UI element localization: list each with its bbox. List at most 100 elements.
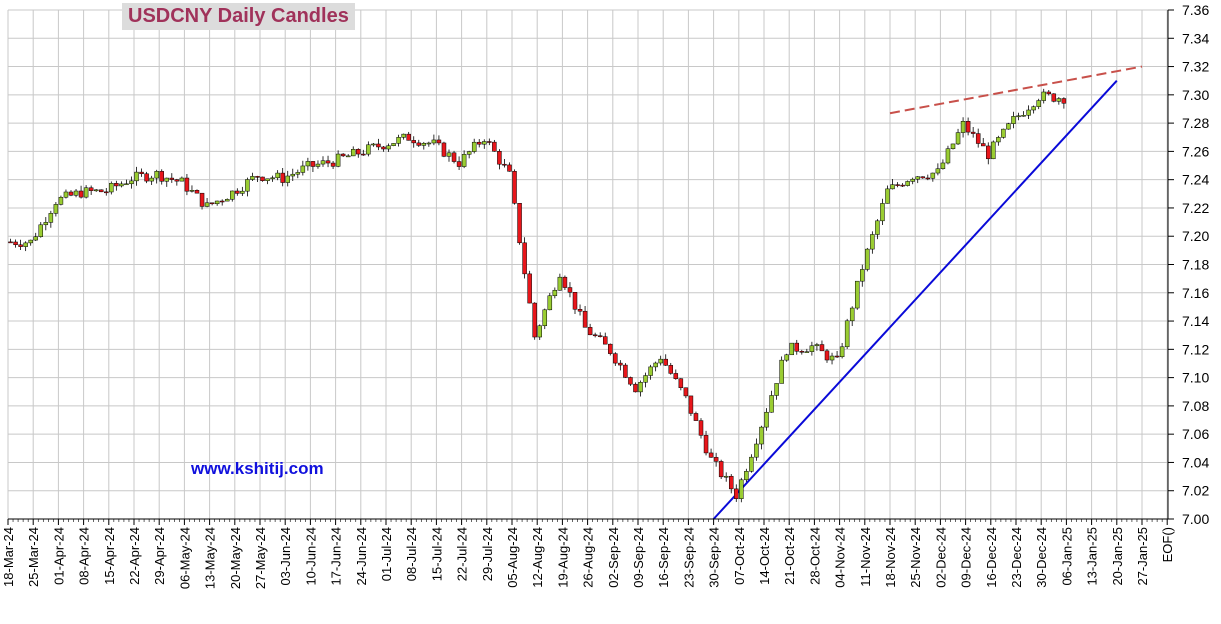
- candle-body: [854, 280, 860, 309]
- candle-body: [235, 190, 240, 194]
- y-tick-label: 7.20: [1182, 228, 1209, 244]
- candle-body: [330, 162, 336, 167]
- x-tick-label: EOF(): [1160, 527, 1175, 562]
- candle-body: [582, 310, 588, 328]
- candle-body: [260, 176, 265, 181]
- y-tick-label: 7.10: [1182, 370, 1209, 386]
- candle-body: [1046, 91, 1052, 95]
- chart-title: USDCNY Daily Candles: [122, 3, 355, 30]
- x-tick-label: 18-Nov-24: [883, 527, 898, 588]
- candle-body: [270, 177, 275, 180]
- y-tick-label: 7.22: [1182, 200, 1209, 216]
- x-tick-label: 01-Apr-24: [51, 527, 66, 585]
- support-trendline: [712, 80, 1118, 520]
- x-tick-label: 03-Jun-24: [278, 527, 293, 586]
- candle-body: [446, 152, 452, 157]
- candle-body: [739, 479, 744, 499]
- candle-body: [482, 141, 487, 145]
- x-tick-label: 24-Jun-24: [354, 527, 369, 586]
- candle-body: [431, 139, 437, 144]
- candle-body: [189, 190, 195, 192]
- candle-body: [643, 375, 648, 383]
- candle-body: [567, 287, 573, 293]
- candle-body: [179, 177, 185, 182]
- x-tick-label: 13-Jan-25: [1085, 527, 1100, 586]
- y-tick-label: 7.32: [1182, 59, 1209, 75]
- axis-layer: 18-Mar-24 25-Mar-24 01-Apr-24 08-Apr-24 15-A…: [1, 2, 1209, 589]
- candle-body: [73, 190, 79, 196]
- candle-body: [1006, 123, 1011, 130]
- candle-body: [965, 121, 971, 133]
- candle-body: [366, 144, 371, 155]
- candle-body: [350, 149, 356, 157]
- x-tick-label: 27-May-24: [253, 527, 268, 589]
- candle-body: [779, 359, 784, 384]
- candle-body: [940, 162, 946, 169]
- candle-body: [1026, 109, 1031, 116]
- candle-body: [623, 364, 628, 378]
- candle-body: [658, 358, 663, 364]
- candle-body: [1011, 116, 1016, 124]
- candle-body: [693, 413, 699, 421]
- y-tick-label: 7.26: [1182, 143, 1209, 159]
- x-tick-label: 29-Apr-24: [152, 527, 167, 585]
- candle-body: [688, 395, 694, 414]
- candle-body: [58, 196, 64, 205]
- candle-body: [487, 141, 492, 143]
- candle-body: [1051, 93, 1057, 102]
- x-tick-label: 09-Sep-24: [631, 527, 646, 588]
- y-tick-label: 7.14: [1182, 313, 1209, 329]
- x-tick-label: 23-Dec-24: [1009, 527, 1024, 588]
- x-tick-label: 30-Dec-24: [1034, 527, 1049, 588]
- candle-body: [875, 220, 880, 235]
- candle-body: [476, 141, 482, 145]
- candle-body: [799, 351, 805, 353]
- x-tick-label: 02-Sep-24: [606, 527, 621, 588]
- candle-body: [920, 176, 926, 179]
- candle-body: [265, 178, 270, 181]
- x-tick-label: 04-Nov-24: [833, 527, 848, 588]
- candle-body: [315, 163, 321, 167]
- candle-body: [1041, 91, 1046, 101]
- y-tick-label: 7.00: [1182, 511, 1209, 527]
- x-tick-label: 06-May-24: [177, 527, 192, 589]
- candle-body: [174, 179, 180, 182]
- candle-body: [910, 178, 915, 182]
- candle-body: [744, 471, 749, 481]
- candle-body: [391, 143, 396, 146]
- candle-body: [587, 327, 593, 336]
- candle-body: [925, 177, 931, 180]
- candle-body: [754, 443, 759, 458]
- candle-body: [532, 302, 537, 338]
- candle-body: [285, 175, 290, 183]
- candle-body: [870, 234, 875, 250]
- x-tick-label: 16-Sep-24: [656, 527, 671, 588]
- x-tick-label: 27-Jan-25: [1135, 527, 1150, 586]
- candle-body: [663, 358, 668, 366]
- candle-body: [512, 171, 517, 204]
- candle-body: [68, 191, 74, 196]
- candle-body: [411, 140, 416, 144]
- y-tick-label: 7.36: [1182, 2, 1209, 18]
- candle-body: [371, 143, 376, 146]
- candle-body: [356, 149, 361, 155]
- candle-body: [572, 292, 578, 310]
- candle-body: [527, 273, 532, 304]
- candle-body: [824, 350, 830, 361]
- candle-body: [280, 172, 285, 183]
- y-tick-label: 7.30: [1182, 87, 1209, 103]
- candle-body: [154, 171, 159, 179]
- candle-body: [728, 475, 734, 490]
- candle-body: [784, 354, 789, 361]
- candle-body: [759, 426, 764, 445]
- candle-body: [169, 177, 175, 180]
- candle-body: [149, 177, 154, 182]
- candle-body: [592, 334, 598, 337]
- candle-body: [426, 142, 432, 145]
- candle-body: [718, 461, 724, 478]
- watermark-link[interactable]: www.kshitij.com: [191, 459, 324, 478]
- candle-body: [466, 151, 472, 155]
- candle-body: [421, 142, 427, 146]
- candle-body: [522, 242, 527, 275]
